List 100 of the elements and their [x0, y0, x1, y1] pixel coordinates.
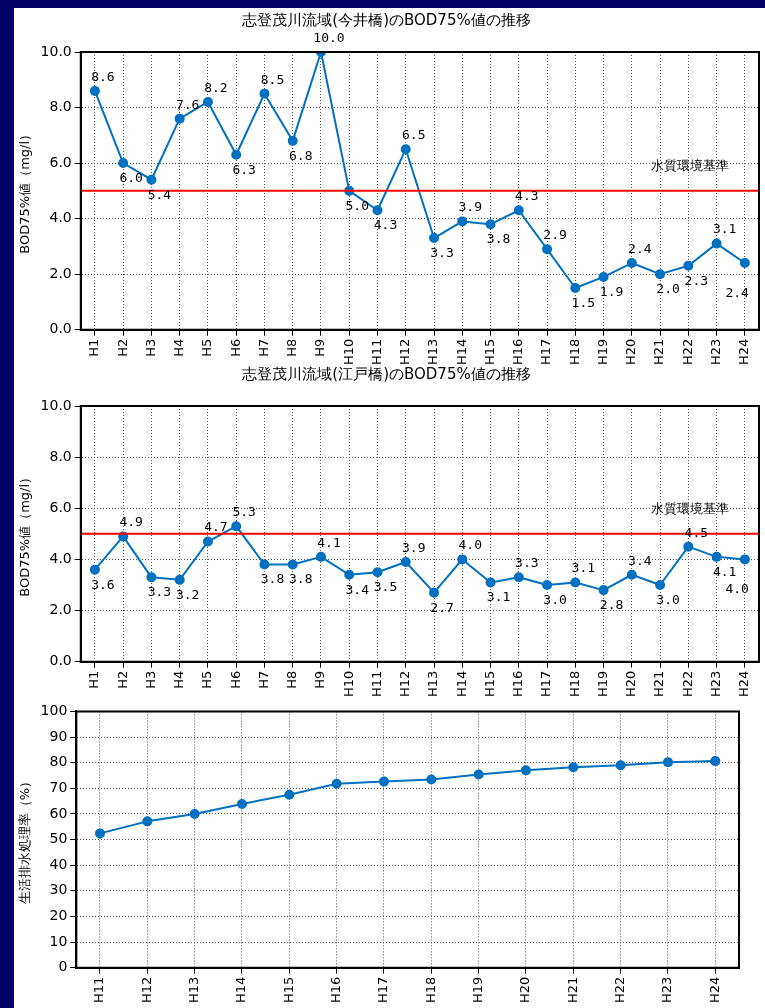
data-label: 3.4 [628, 552, 652, 568]
data-label: 3.0 [543, 591, 567, 607]
x-tick-label: H15 [280, 976, 296, 1004]
point [739, 258, 750, 269]
y-tick-label: 4.0 [49, 209, 72, 226]
x-tick-label: H13 [186, 976, 202, 1004]
point [626, 258, 637, 269]
y-tick-label: 8.0 [49, 98, 72, 115]
data-label: 8.6 [91, 68, 115, 84]
y-tick-label: 8.0 [49, 447, 72, 464]
ref-line-label: 水質環境基準 [651, 500, 729, 516]
point [655, 579, 666, 590]
x-tick-label: H22 [679, 338, 695, 366]
data-label: 3.3 [147, 584, 172, 600]
x-tick-label: H4 [171, 670, 187, 689]
point [259, 559, 270, 570]
data-label: 3.8 [260, 571, 285, 587]
point [429, 233, 440, 244]
point [372, 205, 383, 216]
point [189, 808, 200, 819]
x-tick-label: H12 [138, 976, 154, 1004]
point [570, 577, 581, 588]
point [655, 269, 666, 280]
y-tick-label: 80 [49, 753, 68, 770]
data-label: 3.1 [571, 560, 596, 576]
y-tick-label: 0.0 [49, 320, 72, 337]
y-axis-title: 生活排水処理率（%） [17, 774, 33, 905]
data-label: 4.3 [373, 217, 398, 233]
point [473, 769, 484, 780]
data-label: 2.0 [656, 281, 680, 297]
data-label: 3.4 [345, 581, 370, 597]
data-label: 6.0 [119, 169, 143, 185]
point [542, 244, 553, 255]
data-label: 6.5 [402, 127, 426, 143]
y-tick-label: 0.0 [49, 652, 72, 669]
data-label: 2.3 [684, 272, 709, 288]
data-label: 3.2 [175, 586, 200, 602]
x-tick-label: H16 [510, 338, 526, 366]
x-tick-label: H2 [114, 670, 130, 689]
x-tick-label: H15 [481, 670, 497, 698]
y-tick-label: 2.0 [49, 601, 72, 618]
x-tick-label: H14 [233, 976, 249, 1004]
y-tick-label: 40 [49, 855, 68, 872]
data-label: 2.4 [725, 284, 750, 300]
y-tick-label: 6.0 [49, 498, 72, 515]
x-tick-label: H8 [284, 338, 300, 357]
x-tick-label: H3 [142, 338, 158, 357]
y-axis-title: BOD75%値（mg/l） [17, 127, 33, 254]
point [568, 762, 579, 773]
point [429, 587, 440, 598]
point [231, 149, 242, 160]
point [118, 158, 129, 169]
x-tick-label: H14 [453, 670, 469, 698]
y-tick-label: 20 [49, 907, 68, 924]
y-tick-label: 6.0 [49, 153, 72, 170]
point [174, 574, 185, 585]
data-label: 4.7 [204, 519, 228, 535]
data-label: 4.0 [458, 537, 483, 553]
x-tick-label: H17 [538, 338, 554, 366]
x-tick-label: H21 [651, 670, 667, 698]
data-label: 2.9 [543, 227, 567, 243]
x-tick-label: H8 [284, 670, 300, 689]
x-tick-label: H13 [425, 338, 441, 366]
data-label: 3.3 [430, 244, 454, 260]
point [372, 567, 383, 578]
data-label: 2.7 [430, 599, 454, 615]
y-tick-label: 0 [58, 958, 68, 975]
x-tick-label: H13 [425, 670, 441, 698]
data-label: 6.3 [232, 161, 256, 177]
x-tick-label: H10 [340, 670, 356, 698]
data-label: 8.5 [260, 71, 285, 87]
ref-line-label: 水質環境基準 [651, 157, 729, 173]
x-tick-label: H20 [623, 338, 639, 366]
data-label: 7.6 [175, 96, 200, 112]
point [457, 554, 468, 565]
x-tick-label: H6 [227, 338, 243, 357]
point [485, 577, 496, 588]
x-tick-label: H7 [255, 670, 271, 689]
x-tick-label: H5 [199, 670, 215, 689]
y-tick-label: 90 [49, 727, 68, 744]
data-label: 2.8 [599, 596, 624, 612]
x-tick-label: H7 [255, 338, 271, 357]
point [94, 828, 105, 839]
point [663, 757, 673, 768]
x-tick-label: H2 [114, 338, 130, 357]
x-tick-label: H17 [538, 670, 554, 698]
x-tick-label: H21 [651, 338, 667, 366]
point [146, 572, 157, 583]
point [683, 541, 694, 552]
y-tick-label: 100 [40, 702, 68, 719]
chart-title: 志登茂川流域(江戸橋)のBOD75%値の推移 [242, 364, 531, 383]
point [521, 765, 531, 776]
point [89, 85, 100, 96]
point [344, 569, 355, 580]
point [202, 96, 213, 107]
point [202, 536, 213, 547]
data-label: 2.4 [628, 240, 652, 256]
y-tick-label: 70 [49, 778, 68, 795]
data-label: 10.0 [313, 29, 345, 45]
point [287, 559, 298, 570]
